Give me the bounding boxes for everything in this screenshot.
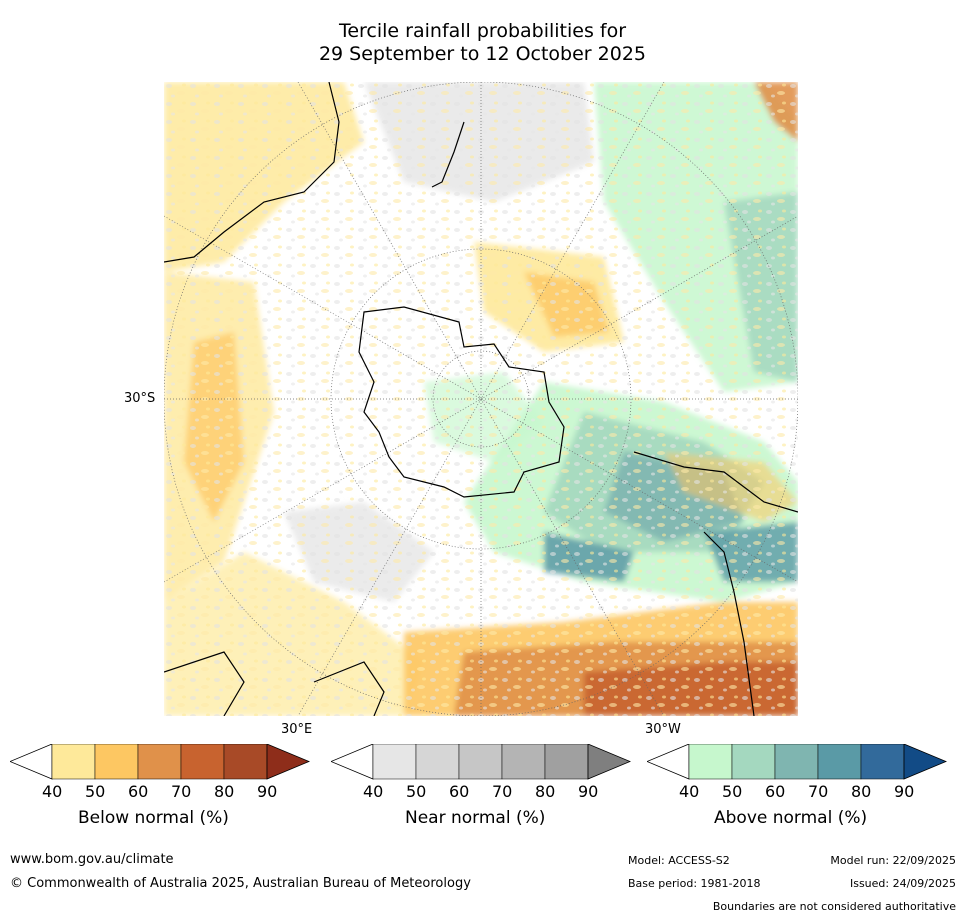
colorbar-tick-label: 50 [406, 782, 427, 801]
colorbar-tick-label: 70 [492, 782, 513, 801]
latitude-label-30s: 30°S [124, 391, 156, 406]
colorbar-tick-label: 50 [722, 782, 743, 801]
colorbar-segment [544, 743, 589, 780]
southern-coast-mid [313, 661, 385, 716]
colorbar-tick-label: 80 [214, 782, 235, 801]
graticule [164, 82, 798, 716]
colorbar-tick-label: 90 [578, 782, 599, 801]
colorbar-segment [860, 743, 905, 780]
boundaries-disclaimer: Boundaries are not considered authoritat… [712, 900, 956, 913]
chart-title: Tercile rainfall probabilities for 29 Se… [0, 20, 965, 66]
south-polar-rainfall-map[interactable] [164, 82, 798, 716]
coastlines [164, 82, 798, 716]
colorbar-above-ticks: 40 50 60 70 80 90 [647, 782, 947, 802]
colorbar-segment [137, 743, 182, 780]
new-zealand-coast [431, 121, 465, 188]
africa-coast [703, 531, 755, 716]
copyright-notice: © Commonwealth of Australia 2025, Austra… [10, 876, 471, 891]
colorbar-tick-label: 80 [851, 782, 872, 801]
colorbar-segment [458, 743, 503, 780]
colorbar-near-svg [329, 743, 632, 780]
below-normal-title: Below normal (%) [78, 808, 229, 828]
colorbar-segment [51, 743, 96, 780]
model-name: Model: ACCESS-S2 [628, 854, 730, 867]
model-run-date: Model run: 22/09/2025 [830, 854, 956, 867]
australia-coast [164, 82, 340, 263]
map-svg [164, 82, 798, 716]
colorbar-near-ticks: 40 50 60 70 80 90 [331, 782, 631, 802]
colorbar-segment [817, 743, 862, 780]
colorbar-tick-label: 50 [85, 782, 106, 801]
colorbar-tick-label: 70 [171, 782, 192, 801]
colorbar-segment [774, 743, 819, 780]
colorbar-tick-label: 60 [449, 782, 470, 801]
colorbar-tick-label: 60 [765, 782, 786, 801]
colorbar-near-normal [329, 743, 632, 784]
colorbar-tick-label: 40 [42, 782, 63, 801]
colorbar-over-triangle [903, 743, 948, 780]
colorbar-above-svg [645, 743, 948, 780]
title-line-1: Tercile rainfall probabilities for [338, 20, 627, 42]
colorbar-segment [501, 743, 546, 780]
southern-coast-left [164, 651, 245, 716]
colorbar-below-ticks: 40 50 60 70 80 90 [10, 782, 310, 802]
colorbar-under-triangle [8, 743, 53, 780]
antarctica-coast [358, 306, 565, 498]
colorbar-tick-label: 40 [679, 782, 700, 801]
colorbar-under-triangle [329, 743, 374, 780]
colorbar-segment [223, 743, 268, 780]
colorbar-segment [94, 743, 139, 780]
colorbar-segment [372, 743, 417, 780]
colorbar-over-triangle [587, 743, 632, 780]
colorbar-tick-label: 40 [363, 782, 384, 801]
colorbar-below-svg [8, 743, 311, 780]
longitude-label-30w: 30°W [645, 722, 681, 737]
colorbar-over-triangle [266, 743, 311, 780]
colorbar-under-triangle [645, 743, 690, 780]
colorbar-tick-label: 90 [257, 782, 278, 801]
colorbar-segment [688, 743, 733, 780]
colorbar-above-normal [645, 743, 948, 784]
colorbar-tick-label: 90 [894, 782, 915, 801]
issued-date: Issued: 24/09/2025 [849, 877, 956, 890]
south-america-coast [633, 451, 798, 513]
above-normal-title: Above normal (%) [714, 808, 868, 828]
colorbar-tick-label: 60 [128, 782, 149, 801]
website-link[interactable]: www.bom.gov.au/climate [10, 852, 174, 867]
colorbar-segment [180, 743, 225, 780]
near-normal-title: Near normal (%) [405, 808, 546, 828]
base-period: Base period: 1981-2018 [628, 877, 761, 890]
colorbar-segment [415, 743, 460, 780]
colorbar-segment [731, 743, 776, 780]
colorbar-below-normal [8, 743, 311, 784]
longitude-label-30e: 30°E [281, 722, 313, 737]
colorbar-tick-label: 70 [808, 782, 829, 801]
colorbar-tick-label: 80 [535, 782, 556, 801]
title-line-2: 29 September to 12 October 2025 [318, 43, 647, 65]
